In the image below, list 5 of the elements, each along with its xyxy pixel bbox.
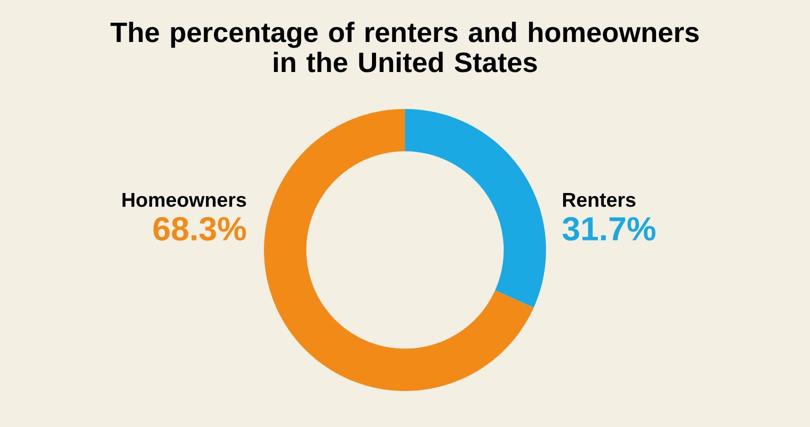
slice-label: Homeowners xyxy=(122,192,246,207)
slice-label: Renters xyxy=(563,192,636,207)
chart-title: The percentage of renters and homeowners in the United States xyxy=(110,22,699,72)
data-label: 68.3% xyxy=(154,217,246,241)
data-label: 31.7% xyxy=(562,217,656,241)
